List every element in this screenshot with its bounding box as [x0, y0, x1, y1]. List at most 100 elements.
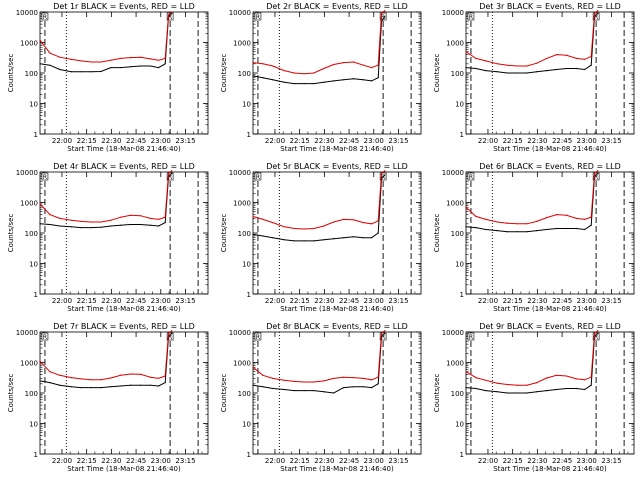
x-axis-label: Start Time (18-Mar-08 21:46:40) — [67, 465, 181, 473]
lld-line-point — [100, 379, 102, 381]
y-tick-label: 100 — [238, 390, 251, 398]
x-tick-label: 22:15 — [503, 297, 523, 305]
y-tick-label: 1000 — [446, 40, 464, 48]
lld-line-point — [352, 377, 355, 379]
lld-line — [252, 170, 386, 230]
x-axis-label: Start Time (18-Mar-08 21:46:40) — [493, 465, 607, 473]
y-tick-label: 1 — [34, 451, 38, 459]
x-tick-label: 22:45 — [126, 457, 146, 465]
x-tick-label: 22:30 — [527, 137, 547, 145]
panel-title: Det 3r BLACK = Events, RED = LLD — [479, 2, 621, 11]
panel-8: Det 8r BLACK = Events, RED = LLD 1 10 100 10… — [220, 322, 422, 473]
events-line-point — [164, 222, 166, 224]
events-line-point — [343, 79, 345, 81]
events-line-point — [272, 237, 274, 239]
events-line-point — [323, 391, 325, 393]
lld-line — [39, 330, 173, 381]
lld-line-point — [293, 72, 295, 74]
lld-line — [39, 170, 173, 223]
events-line-point — [384, 16, 386, 18]
y-tick-label: 10000 — [229, 9, 251, 17]
events-line-point — [506, 392, 508, 394]
events-line-point — [526, 392, 528, 394]
y-axis-label: Counts/sec — [220, 374, 228, 413]
lld-line-point — [333, 377, 335, 379]
lld-line-point — [590, 376, 592, 378]
lld-line-point — [167, 172, 170, 174]
events-line-point — [575, 227, 578, 230]
lld-line-point — [130, 214, 132, 216]
y-tick-label: 1000 — [20, 360, 38, 368]
events-line-point — [158, 225, 160, 227]
lld-line-point — [371, 67, 373, 69]
lld-line-point — [171, 330, 173, 332]
events-line-point — [158, 67, 160, 69]
events-line-point — [352, 386, 355, 388]
events-line-point — [59, 384, 61, 386]
events-line-point — [120, 385, 122, 387]
y-axis-label: Counts/sec — [433, 374, 441, 413]
lld-line-point — [516, 223, 518, 225]
events-line-point — [506, 231, 508, 233]
lld-line-point — [158, 59, 160, 61]
marker-label: R — [469, 14, 473, 21]
panel-4: Det 4r BLACK = Events, RED = LLD 1 10 100 10… — [7, 162, 209, 313]
lld-line-point — [546, 57, 548, 60]
events-line-point — [536, 391, 538, 393]
events-line-point — [343, 237, 345, 239]
lld-line-point — [39, 203, 41, 205]
lld-line-point — [496, 63, 498, 65]
events-line-point — [597, 12, 599, 14]
events-line-point — [120, 67, 122, 69]
panel-7: Det 7r BLACK = Events, RED = LLD 1 10 100 10… — [7, 322, 209, 473]
lld-line-point — [313, 381, 315, 383]
events-line-point — [70, 226, 72, 228]
lld-line-point — [110, 377, 112, 379]
events-line-point — [352, 236, 355, 238]
lld-line-point — [352, 219, 355, 221]
events-line-point — [90, 387, 92, 389]
lld-line-point — [377, 376, 379, 378]
lld-line-point — [343, 376, 345, 378]
lld-line-point — [283, 379, 285, 381]
x-tick-label: 23:00 — [364, 297, 384, 305]
events-line — [252, 333, 386, 394]
lld-line-point — [120, 57, 122, 60]
x-tick-label: 22:00 — [52, 457, 72, 465]
y-tick-label: 10 — [455, 101, 464, 109]
lld-line-point — [362, 64, 364, 66]
events-line-point — [565, 67, 568, 70]
lld-line-point — [90, 221, 92, 223]
lld-line-point — [293, 227, 295, 230]
marker-label: R — [256, 334, 260, 341]
events-line-point — [575, 387, 578, 390]
x-tick-label: 22:30 — [314, 457, 334, 465]
events-line-point — [164, 382, 166, 384]
lld-line-point — [584, 58, 586, 61]
y-tick-label: 10000 — [229, 169, 251, 177]
x-tick-label: 23:15 — [388, 297, 408, 305]
events-line-point — [506, 72, 508, 74]
lld-line-point — [597, 330, 599, 332]
panel-1: Det 1r BLACK = Events, RED = LLD 1 10 100 10… — [7, 2, 209, 153]
events-line-point — [536, 230, 538, 232]
events-line-point — [475, 67, 477, 70]
lld-line-point — [506, 222, 508, 224]
events-line-point — [496, 71, 498, 73]
marker-box — [467, 332, 475, 341]
events-line-point — [49, 64, 51, 66]
events-line-point — [323, 239, 325, 241]
events-line-point — [526, 72, 528, 74]
events-line-point — [80, 387, 82, 389]
x-tick-label: 22:00 — [478, 137, 498, 145]
lld-line-point — [362, 222, 364, 224]
events-line-point — [293, 240, 295, 242]
lld-line-point — [384, 10, 386, 12]
lld-line-point — [565, 375, 568, 377]
x-tick-label: 22:45 — [126, 297, 146, 305]
x-tick-label: 22:45 — [339, 137, 359, 145]
events-line-point — [556, 227, 558, 230]
lld-line-point — [303, 228, 305, 230]
events-line-point — [130, 223, 132, 226]
x-tick-label: 22:15 — [290, 457, 310, 465]
